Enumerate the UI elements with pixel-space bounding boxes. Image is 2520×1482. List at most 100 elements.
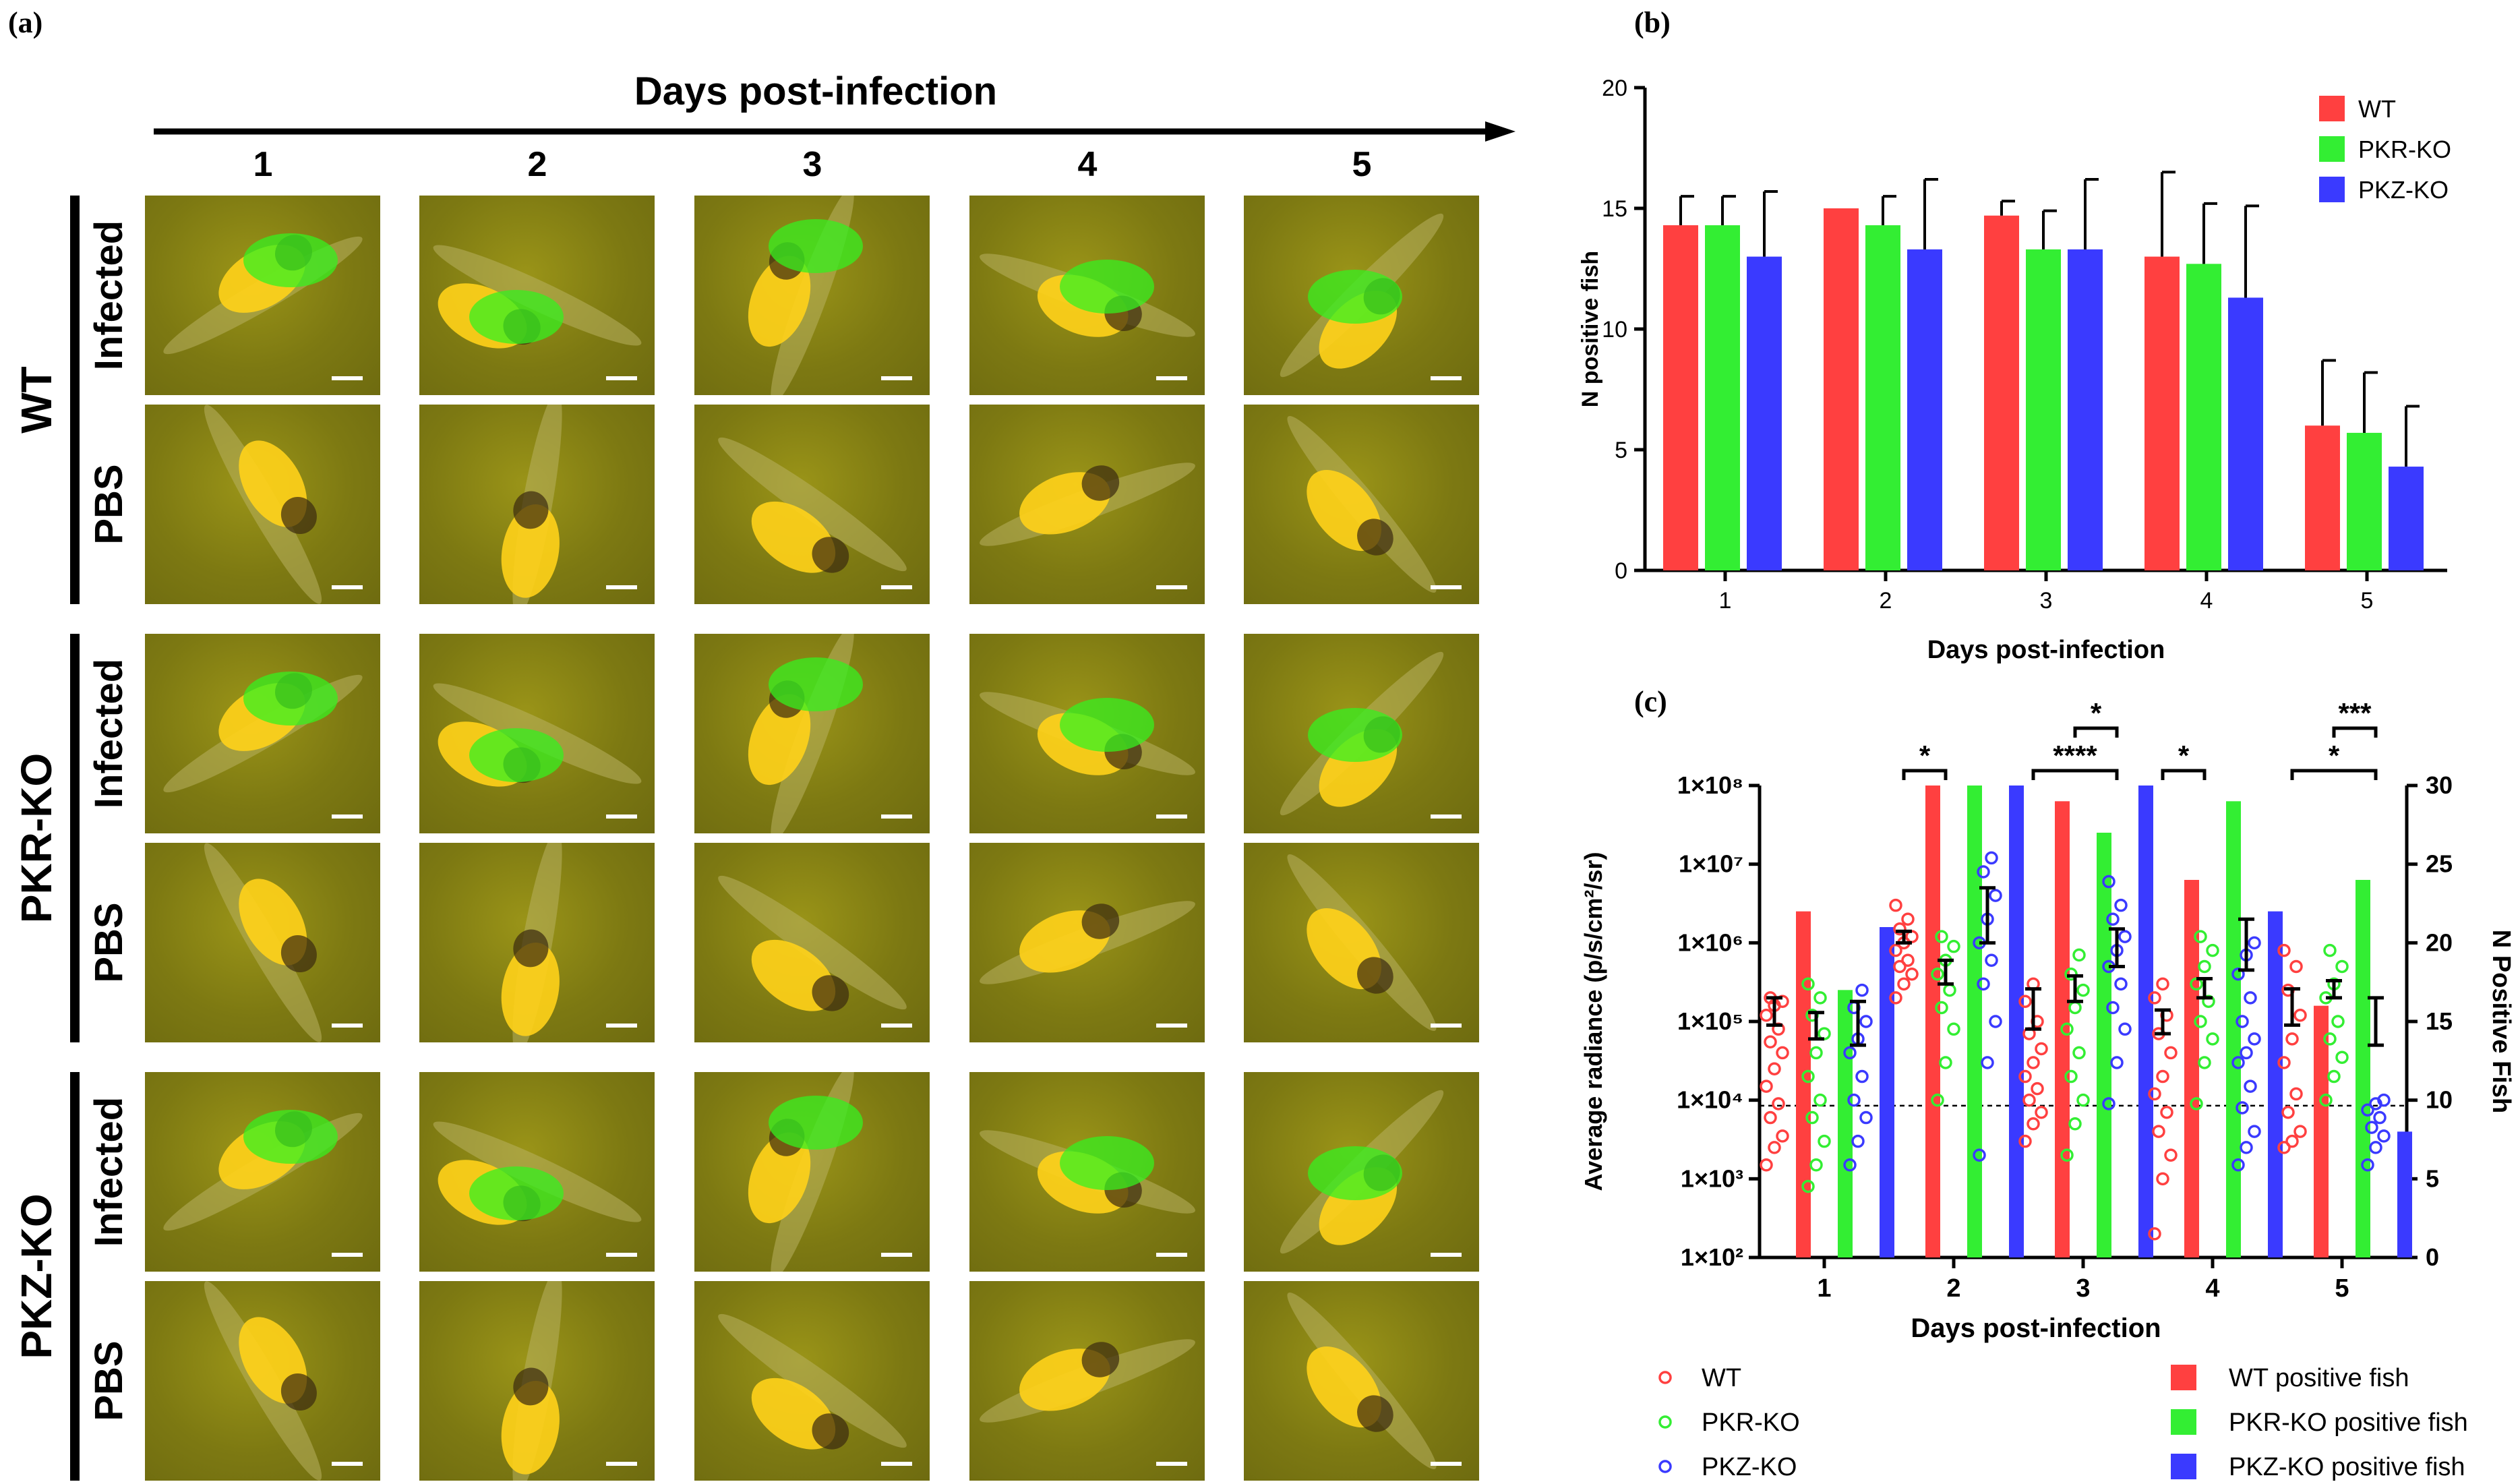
legend-swatch-pkr-ko	[2319, 136, 2345, 162]
data-point-pkr-ko	[2194, 930, 2207, 943]
fish-image-tile	[969, 843, 1205, 1042]
data-point-pkz-ko	[2244, 1079, 2257, 1093]
positive-fish-bar-wt	[1925, 786, 1940, 1257]
data-point-pkr-ko	[1939, 1056, 1952, 1069]
bar-pkz-ko	[2068, 249, 2103, 570]
x-tick-label: 5	[2335, 1274, 2349, 1303]
x-tick-label: 4	[2200, 588, 2213, 614]
data-point-pkz-ko	[1859, 1015, 1873, 1028]
data-point-wt	[2293, 1009, 2307, 1022]
scale-bar	[1431, 1462, 1462, 1466]
zebrafish-larva-image	[1280, 651, 1444, 816]
zebrafish-larva-image	[718, 437, 907, 573]
fish-image-tile	[145, 843, 380, 1042]
y-tick-label: 1×10⁵	[1677, 1007, 1743, 1035]
x-tick-label: 1	[1719, 588, 1732, 614]
data-point-wt	[1768, 1141, 1781, 1154]
data-point-pkz-ko	[2377, 1129, 2391, 1143]
data-point-wt	[2148, 1227, 2161, 1241]
positive-fish-bar-wt	[1796, 911, 1811, 1257]
data-point-pkr-ko	[2323, 943, 2337, 957]
scale-bar	[1431, 1024, 1462, 1028]
data-point-wt	[2027, 1056, 2040, 1069]
row-label-pbs: PBS	[87, 902, 131, 983]
data-point-wt	[2018, 1134, 2032, 1148]
data-point-pkz-ko	[2377, 1093, 2391, 1107]
data-point-pkz-ko	[2110, 1056, 2124, 1069]
scale-bar	[1156, 376, 1187, 380]
zebrafish-larva-image	[1287, 1293, 1437, 1469]
fish-image-tile	[1244, 1281, 1479, 1481]
y-tick-label: 1×10⁷	[1679, 850, 1743, 878]
x-tick-label: 3	[2040, 588, 2053, 614]
data-point-pkr-ko	[2060, 1148, 2074, 1162]
data-point-wt	[1772, 1097, 1785, 1110]
y-tick-label: 1×10⁴	[1677, 1086, 1743, 1114]
fish-image-tile	[419, 1281, 655, 1481]
data-point-pkr-ko	[2202, 995, 2215, 1008]
data-point-pkz-ko	[2102, 1097, 2116, 1110]
row-label-pbs: PBS	[87, 464, 131, 545]
x-axis-title: Days post-infection	[1927, 636, 2165, 664]
day-header-5: 5	[1352, 145, 1372, 184]
data-point-pkz-ko	[1985, 851, 1998, 865]
legend-label-wt: WT	[2358, 95, 2396, 123]
legend-bar-label: PKR-KO positive fish	[2229, 1409, 2468, 1437]
y-tick-label: 1×10⁶	[1677, 928, 1743, 956]
zebrafish-larva-image	[501, 843, 562, 1042]
data-point-pkr-ko	[1931, 1093, 1944, 1107]
fish-image-tile	[419, 843, 655, 1042]
bar-wt	[1663, 225, 1698, 570]
y-tick-label: 10	[1602, 317, 1627, 343]
bar-chart-b: 0 5 10 15 20 1 2 3 4 5 Days post-infection N positi…	[1578, 76, 2451, 664]
zebrafish-larva-image	[501, 405, 562, 604]
data-point-pkr-ko	[2068, 1001, 2082, 1015]
data-point-wt	[1776, 1129, 1789, 1143]
bar-pkr-ko	[2347, 432, 2382, 570]
fish-image-tile	[145, 1281, 380, 1481]
positive-fish-bar-pkz-ko	[1880, 927, 1894, 1257]
data-point-wt	[1905, 968, 1919, 981]
data-point-wt	[1889, 991, 1902, 1005]
fish-image-tile	[694, 843, 930, 1042]
fish-image-tile	[969, 1281, 1205, 1481]
y-tick-label: 15	[1602, 196, 1627, 222]
zebrafish-larva-image	[204, 843, 322, 1042]
y-axis-title: N positive fish	[1578, 251, 1603, 407]
zebrafish-larva-image	[718, 1313, 907, 1450]
zebrafish-larva-image	[980, 692, 1195, 775]
scale-bar	[881, 1024, 912, 1028]
data-point-pkr-ko	[1935, 930, 1948, 943]
x-tick-label: 1	[1817, 1274, 1831, 1303]
data-point-pkr-ko	[1818, 1134, 1831, 1148]
data-point-wt	[2027, 1117, 2040, 1131]
data-point-pkz-ko	[2248, 1125, 2261, 1138]
y-tick-label: 1×10²	[1681, 1243, 1743, 1271]
legend-point-wt	[1658, 1371, 1672, 1384]
scale-bar	[1431, 814, 1462, 819]
data-point-pkz-ko	[1985, 953, 1998, 967]
x-tick-label: 4	[2205, 1274, 2219, 1303]
data-point-pkr-ko	[2319, 1093, 2333, 1107]
panel-a-label: (a)	[8, 6, 43, 39]
data-point-pkr-ko	[1943, 983, 1956, 997]
data-point-pkr-ko	[1931, 968, 1944, 981]
data-point-pkr-ko	[1801, 1069, 1815, 1084]
data-point-wt	[1901, 953, 1915, 967]
fish-image-tile	[419, 196, 655, 395]
arrow-right-icon	[154, 121, 1516, 142]
y-tick-label: 20	[1602, 76, 1627, 101]
data-point-pkr-ko	[1935, 1001, 1948, 1015]
y-tick-label: 1×10⁸	[1677, 771, 1743, 799]
zebrafish-larva-image	[501, 1281, 562, 1481]
zebrafish-larva-image	[433, 1121, 642, 1225]
zebrafish-larva-image	[748, 634, 863, 833]
data-point-wt	[2289, 959, 2303, 974]
bar-wt	[1984, 215, 2019, 570]
bar-wt	[2305, 425, 2340, 570]
bar-pkr-ko	[2186, 264, 2221, 570]
days-arrow	[154, 121, 1516, 142]
scale-bar	[881, 376, 912, 380]
data-point-pkz-ko	[2248, 936, 2261, 950]
scale-bar	[1156, 1462, 1187, 1466]
